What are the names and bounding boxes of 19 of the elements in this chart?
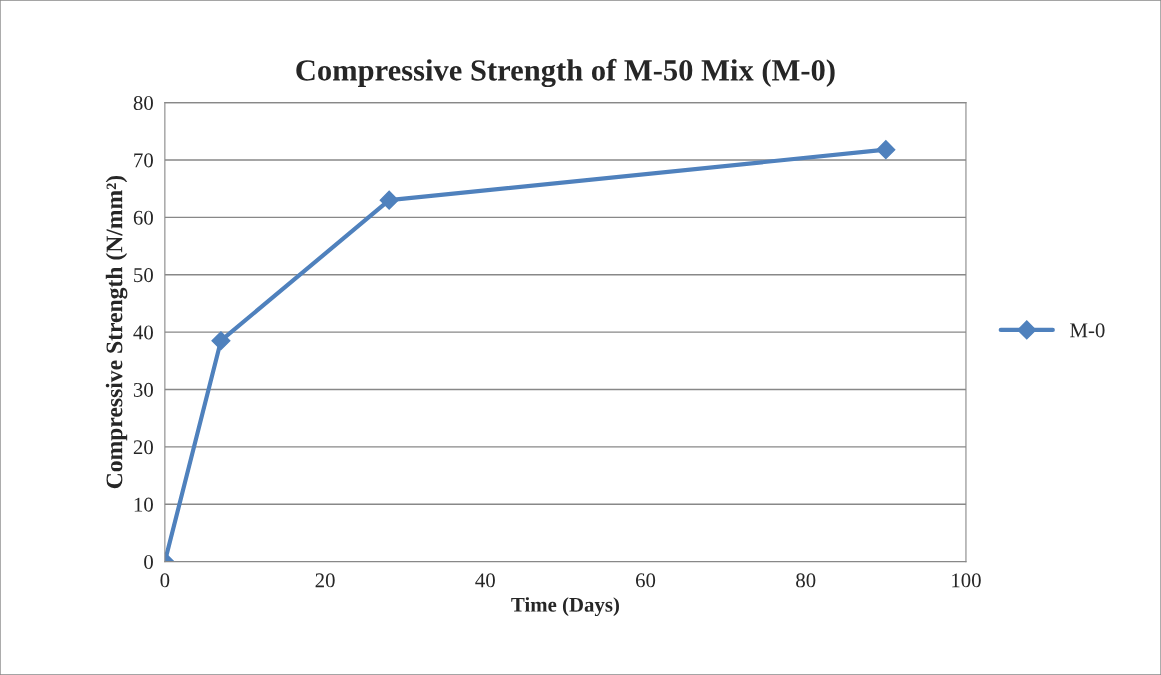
x-tick-label: 20 [315, 573, 335, 588]
x-tick-label: 60 [635, 573, 656, 588]
y-tick-label: 30 [133, 382, 153, 397]
y-tick-label: 50 [134, 268, 153, 283]
x-tick-label: 100 [952, 573, 981, 588]
y-tick-label: 80 [133, 95, 153, 111]
y-tick-label: 10 [134, 497, 153, 512]
y-tick-label: 20 [133, 440, 153, 455]
x-axis-title: Time (Days) [511, 597, 619, 617]
x-tick-label: 80 [796, 573, 816, 588]
y-axis-title: Compressive Strength (N/mm²) [105, 175, 128, 489]
y-tick-label: 70 [134, 153, 153, 168]
y-tick-label: 0 [144, 554, 153, 570]
chart-title: Compressive Strength of M-50 Mix (M-0) [296, 58, 835, 88]
y-tick-label: 60 [133, 210, 153, 225]
x-tick-label: 40 [475, 573, 495, 588]
x-tick-label: 0 [160, 573, 170, 588]
legend-label: M-0 [1070, 323, 1105, 338]
y-tick-label: 40 [133, 325, 153, 340]
